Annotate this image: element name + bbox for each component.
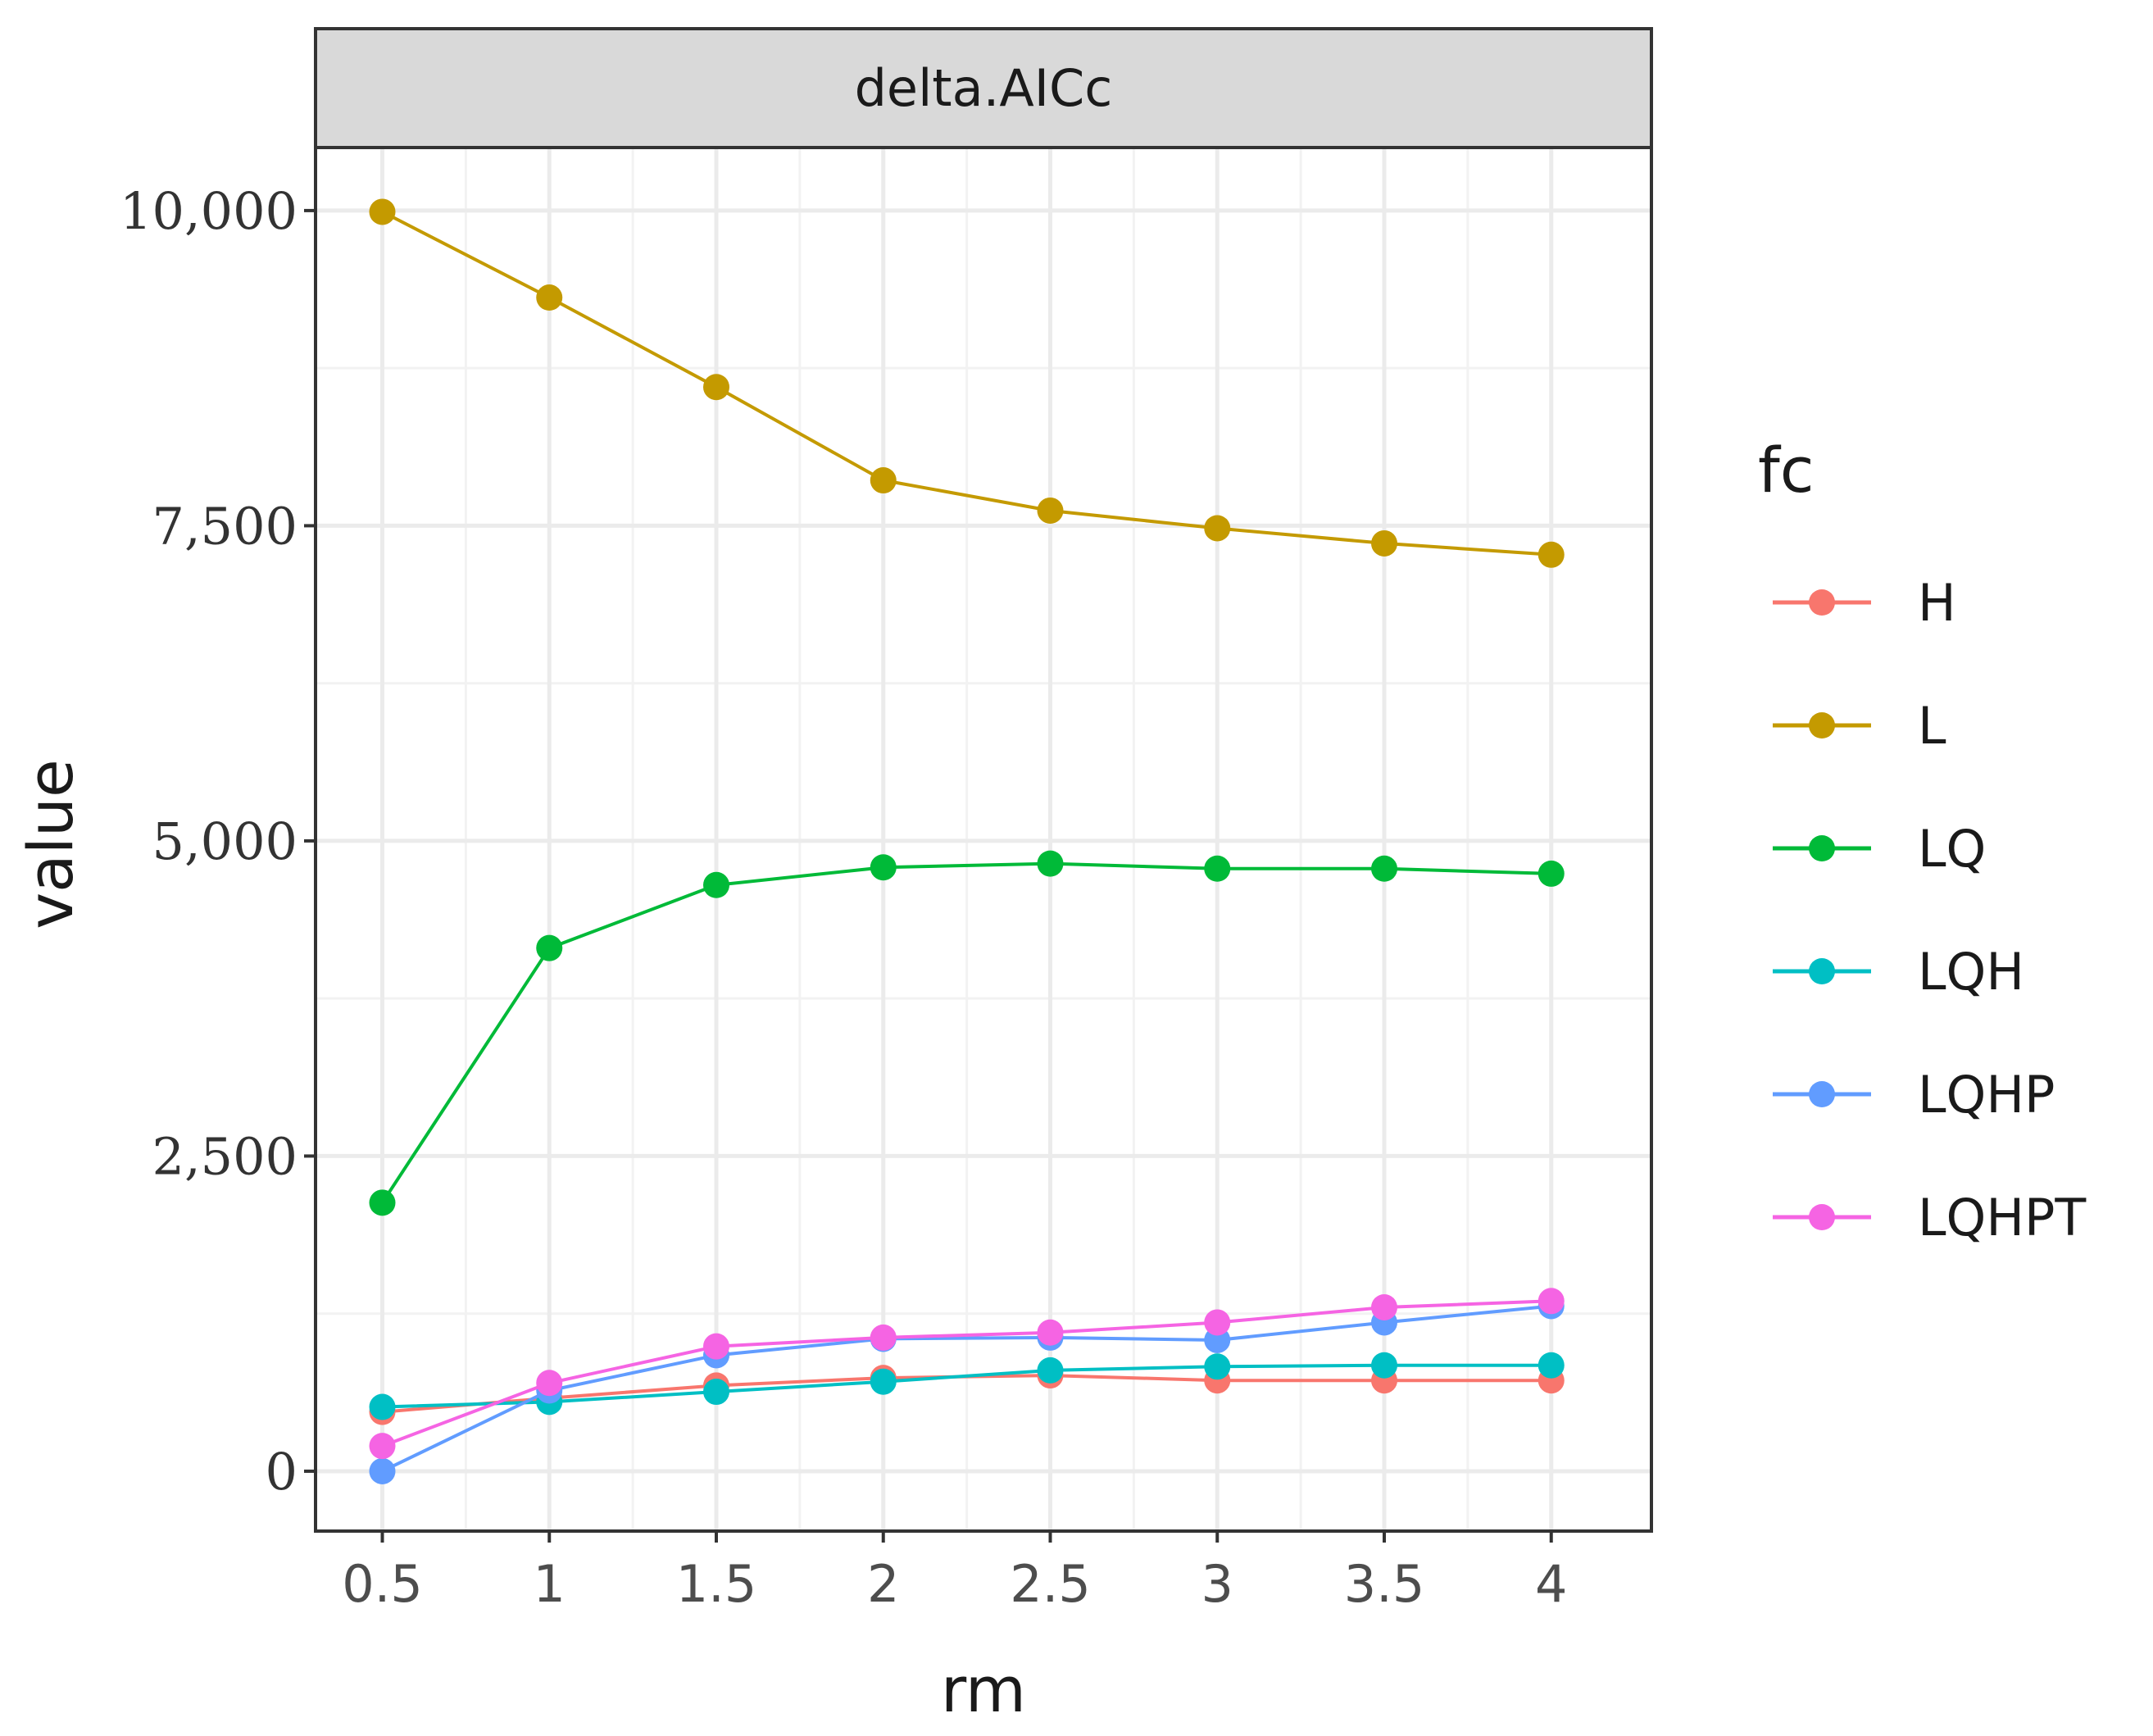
legend-label: LQHPT xyxy=(1918,1188,2087,1247)
data-point-lqh xyxy=(870,1368,897,1395)
legend-title: fc xyxy=(1758,434,1815,507)
legend-key-point xyxy=(1809,589,1835,616)
data-point-lq xyxy=(703,871,729,898)
data-point-lqh xyxy=(1371,1352,1397,1379)
data-point-lqh xyxy=(369,1393,396,1420)
data-point-lqhpt xyxy=(1538,1288,1565,1315)
data-point-lqhpt xyxy=(1371,1293,1397,1320)
data-point-l xyxy=(1204,515,1231,542)
data-point-lqhpt xyxy=(1204,1309,1231,1336)
series-layer xyxy=(369,198,1565,1484)
legend: fc H L LQ LQH LQHP LQHPT xyxy=(1758,434,2087,1247)
x-tick-label: 2 xyxy=(867,1554,899,1614)
data-point-lq xyxy=(1037,850,1064,877)
facet-strip-background xyxy=(314,27,1653,149)
series-line-lqh xyxy=(382,1363,1551,1409)
x-tick-label: 3 xyxy=(1201,1554,1233,1614)
y-tick-label: 10,000 xyxy=(120,181,298,241)
series-line-lqhp xyxy=(381,1304,1551,1473)
data-point-l xyxy=(870,467,897,494)
legend-key-point xyxy=(1809,958,1835,984)
data-point-lqh xyxy=(1538,1352,1565,1379)
legend-item-lq: LQ xyxy=(1773,819,1986,879)
x-tick-label: 0.5 xyxy=(342,1554,423,1614)
series-lq xyxy=(369,850,1565,1216)
data-point-lqhpt xyxy=(703,1333,729,1360)
data-point-l xyxy=(369,198,396,225)
legend-item-h: H xyxy=(1773,573,1956,633)
legend-key-point xyxy=(1809,1081,1835,1107)
legend-label: LQH xyxy=(1918,942,2024,1002)
y-tick-label: 0 xyxy=(266,1442,298,1502)
legend-label: LQHP xyxy=(1918,1065,2055,1125)
x-tick-label: 2.5 xyxy=(1010,1554,1091,1614)
y-axis-title: value xyxy=(14,759,87,929)
legend-item-lqhp: LQHP xyxy=(1773,1065,2055,1125)
data-point-lqhpt xyxy=(870,1324,897,1351)
data-point-l xyxy=(536,284,563,311)
x-axis-title: rm xyxy=(941,1653,1026,1726)
series-line-lq xyxy=(380,861,1551,1204)
legend-item-l: L xyxy=(1773,696,1946,756)
facet-strip-title: delta.AICc xyxy=(855,58,1113,118)
legend-item-lqhpt: LQHPT xyxy=(1773,1188,2087,1247)
y-tick-label: 7,500 xyxy=(152,496,298,556)
x-tick-label: 3.5 xyxy=(1344,1554,1425,1614)
legend-label: LQ xyxy=(1918,819,1986,879)
data-point-lq xyxy=(1204,855,1231,882)
data-point-lq xyxy=(1371,855,1397,882)
legend-label: L xyxy=(1918,696,1946,756)
data-point-lq xyxy=(536,934,563,961)
legend-key-point xyxy=(1809,1204,1835,1230)
y-tick-label: 2,500 xyxy=(152,1126,298,1186)
data-point-l xyxy=(703,374,729,401)
x-tick-label: 4 xyxy=(1535,1554,1567,1614)
y-axis: 0 2,500 5,000 7,500 10,000 xyxy=(120,181,316,1502)
data-point-l xyxy=(1538,541,1565,568)
data-point-lqh xyxy=(1037,1357,1064,1384)
data-point-lq xyxy=(1538,860,1565,887)
facet-strip: delta.AICc xyxy=(314,27,1653,149)
x-tick-label: 1 xyxy=(534,1554,566,1614)
y-tick-label: 5,000 xyxy=(152,811,298,871)
legend-key-point xyxy=(1809,712,1835,738)
x-tick-label: 1.5 xyxy=(676,1554,757,1614)
data-point-lqhpt xyxy=(536,1370,563,1397)
data-point-lqhpt xyxy=(369,1433,396,1460)
data-point-lqhpt xyxy=(1037,1319,1064,1346)
data-point-lqh xyxy=(1204,1353,1231,1380)
legend-item-lqh: LQH xyxy=(1773,942,2024,1002)
data-point-l xyxy=(1371,529,1397,557)
data-point-lqhp xyxy=(369,1457,396,1484)
plot-panel xyxy=(314,146,1653,1533)
series-l xyxy=(369,198,1565,568)
series-lqh xyxy=(369,1352,1565,1420)
series-lqhpt xyxy=(369,1288,1565,1460)
series-line-l xyxy=(381,210,1551,557)
x-axis: 0.5 1 1.5 2 2.5 3 3.5 4 xyxy=(342,1531,1567,1614)
data-point-l xyxy=(1037,497,1064,524)
legend-label: H xyxy=(1918,573,1956,633)
data-point-lqh xyxy=(703,1379,729,1406)
data-point-lq xyxy=(870,854,897,881)
data-point-lq xyxy=(369,1189,396,1216)
legend-key-point xyxy=(1809,835,1835,861)
series-line-lqhpt xyxy=(381,1299,1551,1448)
